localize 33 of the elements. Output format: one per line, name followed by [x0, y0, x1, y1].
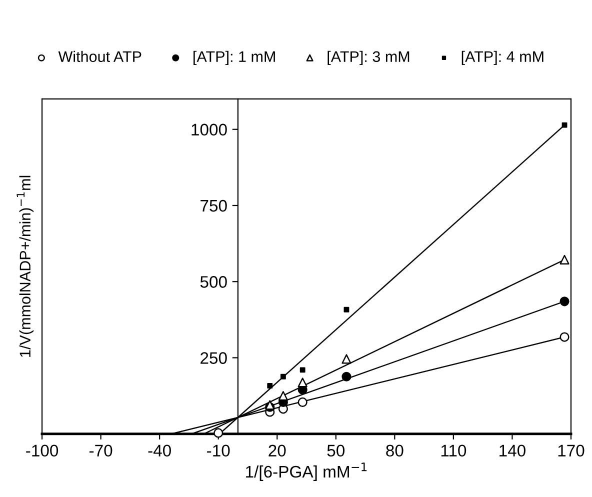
point: [342, 372, 352, 382]
x-tick-label: 50: [327, 444, 345, 457]
point: [267, 383, 273, 388]
point: [278, 391, 288, 401]
point: [280, 374, 286, 380]
x-tick-label: 140: [500, 444, 526, 457]
legend-label: [ATP]: 3 mM: [328, 50, 410, 66]
point: [300, 367, 306, 373]
y-tick-label: 1000: [192, 124, 227, 136]
legend-label: [ATP]: 1 mM: [194, 50, 275, 66]
legend-label: [ATP]: 4 mM: [462, 50, 544, 66]
point: [560, 296, 570, 306]
legend-label: Without ATP: [58, 50, 142, 62]
point: [560, 332, 570, 342]
x-tick-label: -100: [26, 444, 58, 457]
y-tick-label: 250: [200, 352, 227, 364]
point: [298, 397, 308, 407]
y-tick-label: 500: [200, 276, 227, 288]
x-tick-label: 170: [558, 444, 584, 457]
x-tick-label: 20: [268, 444, 286, 457]
point: [344, 306, 350, 312]
x-tick-label: 80: [386, 444, 404, 457]
x-tick-label: 110: [441, 444, 466, 457]
y-tick-label: 750: [200, 200, 227, 212]
point: [560, 254, 570, 264]
x-tick-label: -40: [148, 444, 171, 457]
x-axis-title: 1/[6-PGA] mM$^{−1}$: [246, 462, 367, 481]
point: [342, 354, 352, 364]
y-axis-title: 1/V(mmolNADP+/min)$^{−1}$ml: [16, 176, 34, 357]
point: [562, 122, 568, 128]
point: [298, 378, 308, 388]
x-tick-label: -10: [207, 444, 230, 457]
x-tick-label: -70: [90, 444, 112, 457]
